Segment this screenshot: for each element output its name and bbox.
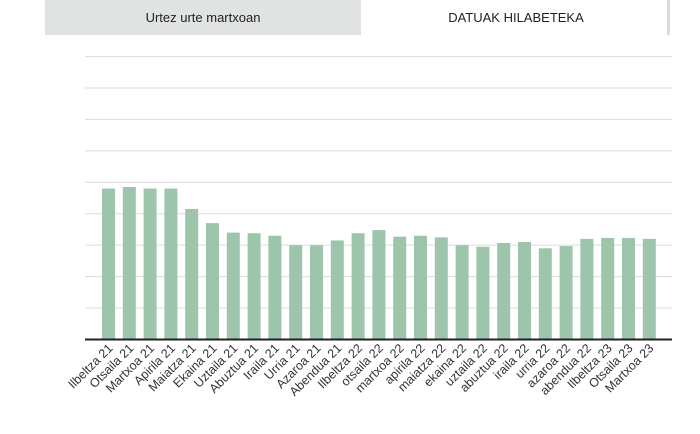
bar[interactable] (351, 233, 365, 340)
bar[interactable] (642, 238, 656, 340)
bar[interactable] (226, 232, 240, 340)
bar[interactable] (122, 186, 136, 340)
bar[interactable] (455, 245, 469, 340)
bar[interactable] (310, 245, 323, 340)
bar[interactable] (476, 246, 490, 340)
bar[interactable] (372, 230, 386, 340)
bar[interactable] (393, 236, 407, 340)
bar[interactable] (434, 237, 448, 340)
bar[interactable] (601, 237, 615, 340)
tab-monthly-data[interactable]: DATUAK HILABETEKA (361, 0, 671, 35)
bar[interactable] (330, 240, 344, 340)
bar[interactable] (559, 246, 573, 340)
bar[interactable] (622, 237, 635, 340)
bar[interactable] (497, 242, 511, 340)
bar[interactable] (518, 242, 531, 340)
bars (102, 186, 656, 340)
bar[interactable] (289, 245, 303, 340)
bar[interactable] (143, 188, 157, 340)
bar[interactable] (185, 209, 199, 340)
bar[interactable] (414, 235, 427, 340)
bar[interactable] (102, 188, 115, 340)
bar[interactable] (247, 233, 261, 340)
bar[interactable] (538, 248, 552, 340)
tab-yearly-march[interactable]: Urtez urte martxoan (45, 0, 361, 35)
panel-edge (667, 0, 670, 35)
tab-bar: Urtez urte martxoan DATUAK HILABETEKA (45, 0, 671, 35)
bar[interactable] (206, 223, 219, 340)
bar[interactable] (580, 238, 594, 340)
bar[interactable] (164, 188, 178, 340)
bar[interactable] (268, 235, 282, 340)
